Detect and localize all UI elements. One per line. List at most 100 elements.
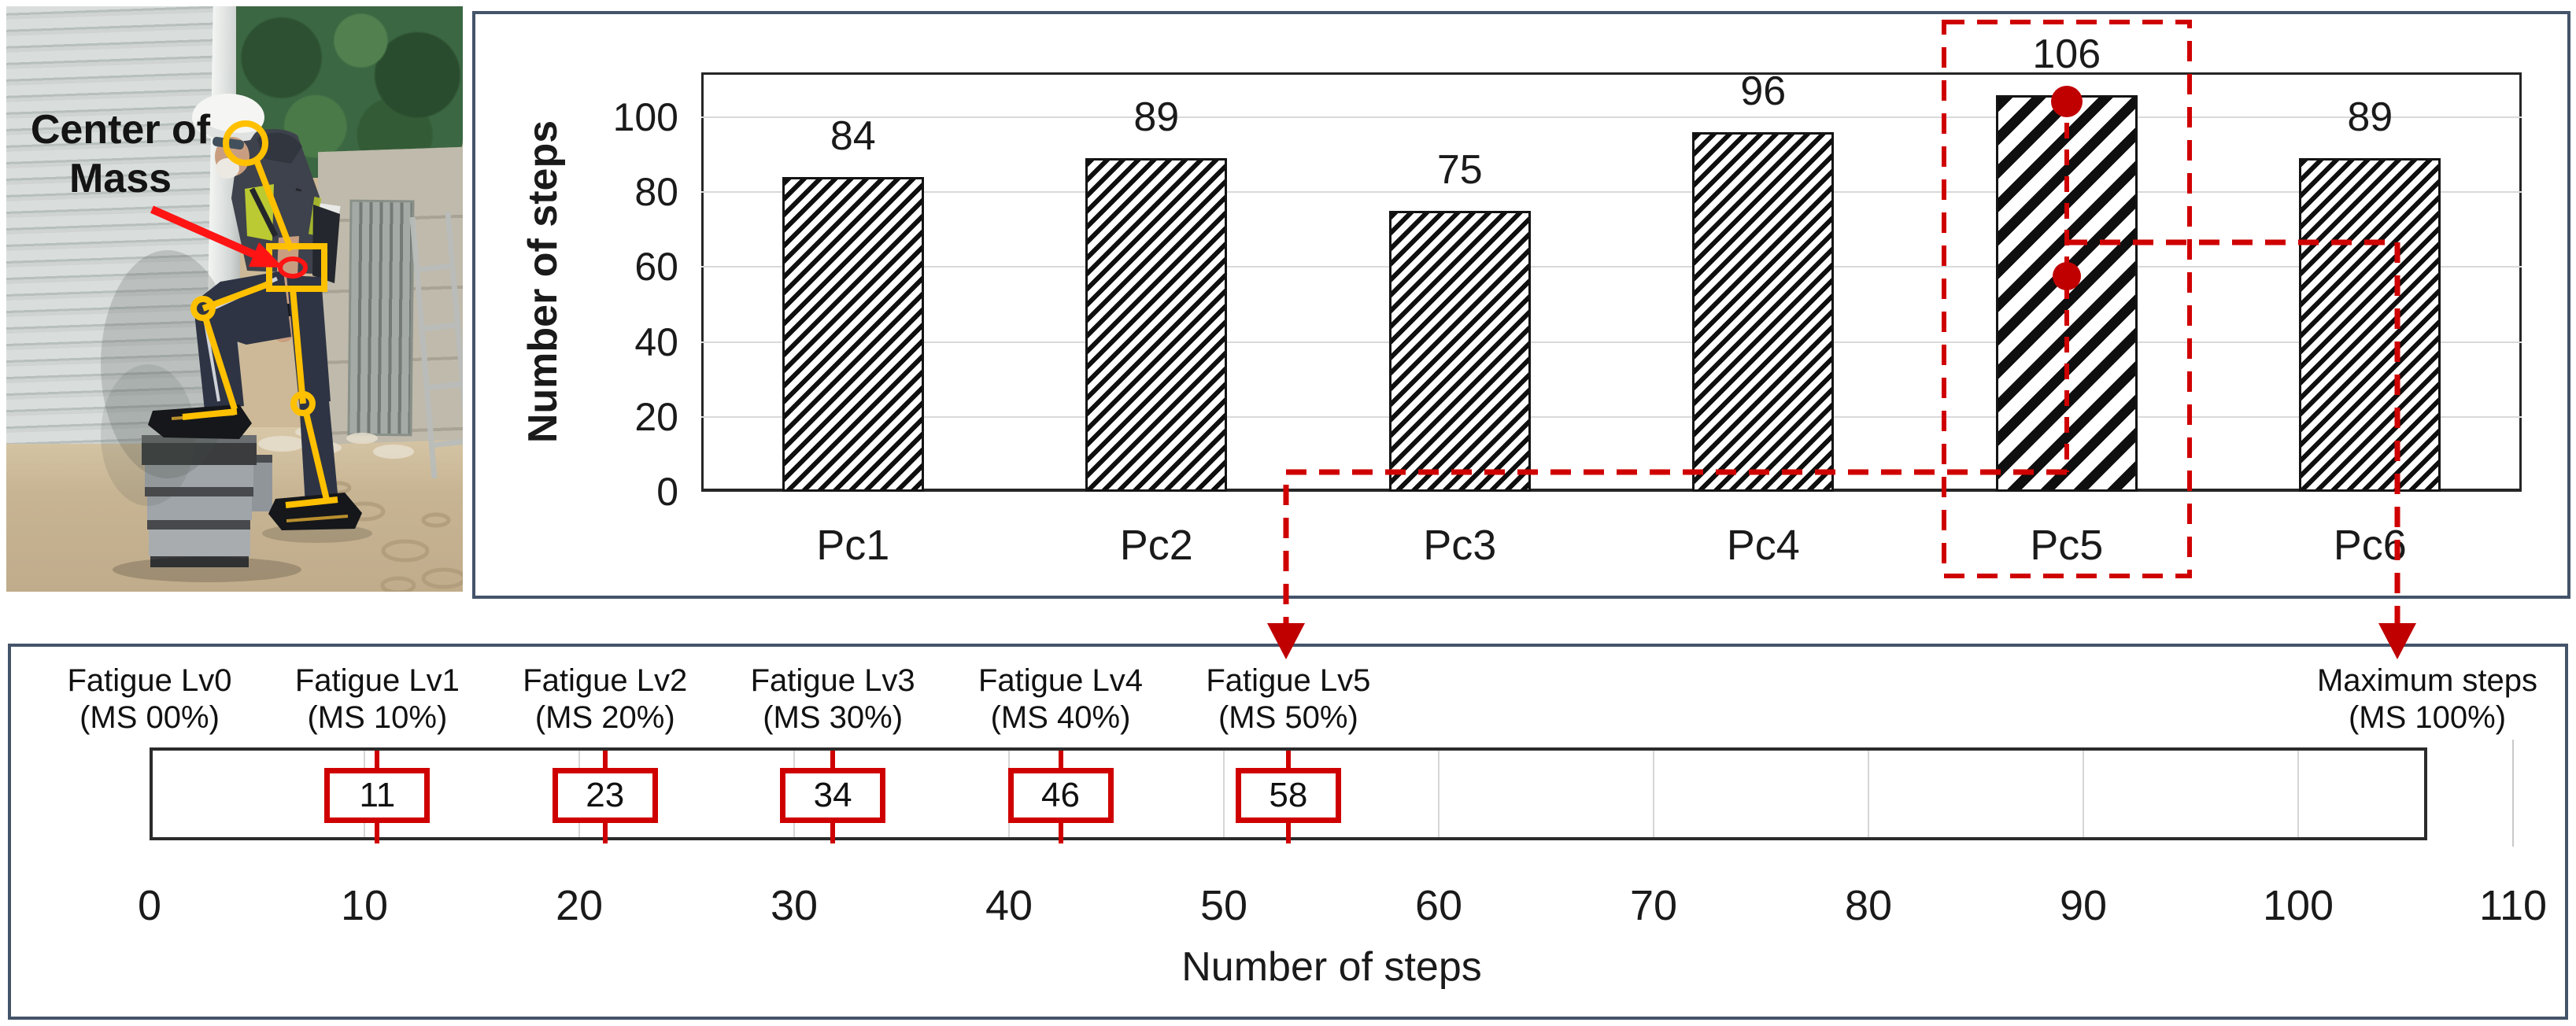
gridline-y-20 — [701, 415, 2522, 418]
bar-value-label-pc4: 96 — [1740, 68, 1787, 115]
forearm — [275, 236, 299, 319]
threshold-box-4: 46 — [1007, 768, 1114, 823]
x-tick-label-100: 100 — [2262, 882, 2334, 929]
bar-value-label-pc3: 75 — [1436, 147, 1483, 194]
maximum-steps-label: Maximum steps (MS 100%) — [2254, 662, 2576, 736]
bar-pc2 — [1085, 158, 1228, 492]
stepper-body-3 — [149, 530, 250, 556]
center-of-mass-label-line2: Mass — [68, 156, 172, 201]
fatigue-level-label-line1: Fatigue Lv3 — [750, 663, 915, 698]
fatigue-level-label-line2: (MS 40%) — [990, 700, 1131, 735]
bar-pc1 — [782, 177, 924, 492]
y-tick-label-100: 100 — [612, 95, 678, 140]
gridline-y-40 — [701, 341, 2522, 343]
center-of-mass-label: Center of Mass — [14, 105, 227, 203]
plot-area — [701, 72, 2522, 492]
scale-gridline-80 — [1868, 751, 1869, 837]
stepper-top-slab — [142, 435, 257, 465]
y-axis-title: Number of steps — [520, 120, 566, 444]
x-tick-label-50: 50 — [1199, 882, 1248, 929]
threshold-tick-top-3 — [830, 751, 836, 768]
gridline-y-100 — [701, 116, 2522, 119]
fatigue-level-label-4: Fatigue Lv4 (MS 40%) — [935, 662, 1187, 736]
x-category-label-pc1: Pc1 — [816, 522, 890, 569]
y-tick-label-20: 20 — [634, 394, 678, 439]
stepper-body-1 — [145, 465, 253, 487]
fatigue-level-label-5: Fatigue Lv5 (MS 50%) — [1162, 662, 1414, 736]
maximum-steps-label-line2: (MS 100%) — [2348, 700, 2507, 735]
harness-straps — [249, 187, 302, 238]
threshold-tick-top-1 — [375, 751, 380, 768]
y-tick-label-60: 60 — [634, 245, 678, 290]
scale-gridline-70 — [1653, 751, 1654, 837]
fatigue-level-label-0: Fatigue Lv0 (MS 00%) — [24, 662, 275, 736]
scale-gridline-50 — [1223, 751, 1225, 837]
bar-value-label-pc6: 89 — [2347, 94, 2393, 141]
bar-value-label-pc5: 106 — [2032, 31, 2101, 77]
stepper-body-2 — [147, 496, 252, 520]
x-category-label-pc4: Pc4 — [1726, 522, 1800, 569]
stepper-band-2 — [147, 520, 250, 530]
y-tick-label-80: 80 — [634, 170, 678, 215]
x-tick-label-40: 40 — [985, 882, 1033, 929]
worksite-photo: Center of Mass — [6, 6, 463, 592]
threshold-box-2: 23 — [552, 768, 658, 823]
x-tick-label-60: 60 — [1414, 882, 1463, 929]
fatigue-level-label-line1: Fatigue Lv5 — [1206, 663, 1371, 698]
threshold-tick-bottom-2 — [602, 823, 608, 843]
stepper-band-1 — [145, 487, 253, 496]
scale-gridline-60 — [1438, 751, 1440, 837]
x-tick-label-80: 80 — [1844, 882, 1893, 929]
threshold-tick-top-4 — [1058, 751, 1063, 768]
x-tick-label-70: 70 — [1629, 882, 1678, 929]
right-thigh-line — [290, 288, 306, 404]
threshold-box-1: 11 — [324, 768, 431, 823]
fatigue-level-label-line1: Fatigue Lv2 — [523, 663, 688, 698]
threshold-tick-bottom-3 — [830, 823, 836, 843]
center-of-mass-marker — [278, 256, 308, 279]
fatigue-level-label-line2: (MS 30%) — [763, 700, 904, 735]
center-of-mass-label-line1: Center of — [30, 107, 211, 153]
x-tick-label-110: 110 — [2478, 882, 2548, 929]
x-category-label-pc6: Pc6 — [2333, 522, 2407, 569]
fatigue-level-label-line1: Fatigue Lv1 — [294, 663, 460, 698]
threshold-tick-bottom-5 — [1285, 823, 1291, 843]
x-tick-label-10: 10 — [340, 882, 389, 929]
x-category-label-pc2: Pc2 — [1119, 522, 1193, 569]
bar-pc3 — [1388, 211, 1531, 492]
hand — [272, 316, 295, 342]
bar-pc4 — [1692, 132, 1835, 492]
fatigue-level-label-line1: Fatigue Lv4 — [978, 663, 1144, 698]
fatigue-level-label-3: Fatigue Lv3 (MS 30%) — [707, 662, 959, 736]
x-tick-label-20: 20 — [555, 882, 604, 929]
scale-gridline-90 — [2083, 751, 2084, 837]
scale-gridline-110 — [2512, 740, 2514, 847]
x-tick-label-30: 30 — [770, 882, 819, 929]
y-tick-label-40: 40 — [634, 319, 678, 364]
shutter-wall — [6, 6, 216, 444]
fatigue-level-label-1: Fatigue Lv1 (MS 10%) — [251, 662, 503, 736]
fatigue-level-label-line1: Fatigue Lv0 — [67, 663, 232, 698]
x-tick-label-90: 90 — [2059, 882, 2108, 929]
bar-value-label-pc1: 84 — [830, 113, 876, 160]
fatigue-level-label-line2: (MS 20%) — [534, 700, 675, 735]
metal-panel — [347, 199, 415, 437]
y-tick-label-0: 0 — [656, 470, 678, 514]
wrist-watch — [271, 304, 293, 316]
threshold-tick-bottom-1 — [375, 823, 380, 843]
fatigue-level-label-line2: (MS 00%) — [79, 700, 220, 735]
maximum-steps-label-line1: Maximum steps — [2316, 663, 2538, 698]
x-axis-title: Number of steps — [1181, 944, 1482, 990]
stepper-base — [150, 556, 249, 567]
hip-box — [266, 243, 327, 292]
threshold-box-5: 58 — [1235, 768, 1341, 823]
fatigue-level-label-line2: (MS 10%) — [307, 700, 448, 735]
threshold-tick-top-5 — [1285, 751, 1291, 768]
threshold-box-3: 34 — [780, 768, 886, 823]
gridline-y-80 — [701, 191, 2522, 194]
bar-pc5 — [1995, 94, 2138, 492]
x-category-label-pc3: Pc3 — [1423, 522, 1497, 569]
bar-pc6 — [2299, 158, 2441, 492]
threshold-tick-top-2 — [602, 751, 608, 768]
